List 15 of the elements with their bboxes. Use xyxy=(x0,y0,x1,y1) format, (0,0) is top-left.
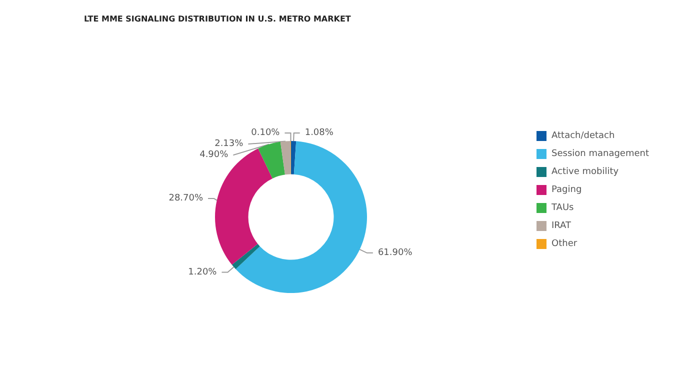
legend-label: Session management xyxy=(552,149,650,159)
legend-label: Active mobility xyxy=(552,167,620,177)
chart-title: LTE MME SIGNALING DISTRIBUTION IN U.S. METRO MARKET xyxy=(84,14,352,24)
legend-label: IRAT xyxy=(552,221,572,231)
legend-label: Paging xyxy=(552,185,582,195)
data-label: 2.13% xyxy=(214,139,244,149)
data-label: 0.10% xyxy=(251,128,280,138)
legend-label: Attach/detach xyxy=(552,131,615,141)
legend-label: Other xyxy=(552,239,578,249)
data-label: 61.90% xyxy=(378,248,413,258)
data-label: 1.08% xyxy=(304,128,334,138)
data-label: 28.70% xyxy=(168,194,204,204)
data-label: 4.90% xyxy=(200,150,229,160)
legend-label: TAUs xyxy=(550,203,574,213)
data-label: 1.20% xyxy=(188,267,218,278)
